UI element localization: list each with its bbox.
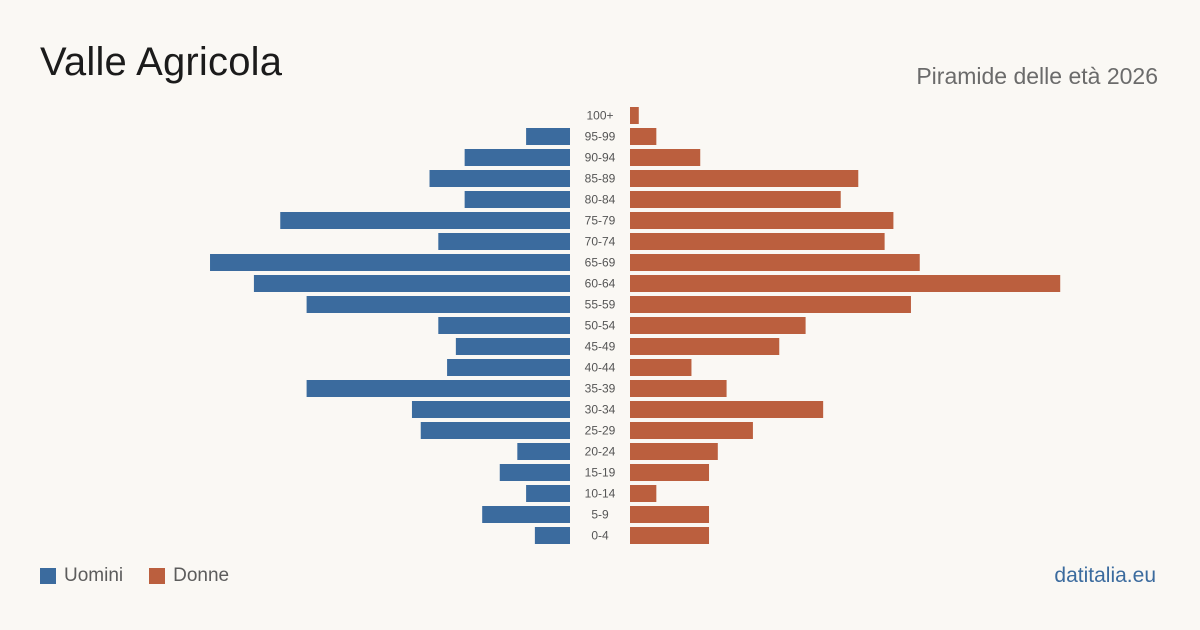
bar-men-25-29 [420, 422, 570, 439]
bar-men-90-94 [464, 149, 570, 166]
bar-men-10-14 [526, 485, 570, 502]
bar-men-65-69 [210, 254, 570, 271]
bar-women-50-54 [630, 317, 806, 334]
bar-men-30-34 [411, 401, 570, 418]
age-label-95-99: 95-99 [585, 130, 616, 144]
bar-men-20-24 [517, 443, 570, 460]
legend-label-women: Donne [173, 565, 230, 586]
bar-men-60-64 [253, 275, 571, 292]
bar-men-40-44 [447, 359, 570, 376]
bar-women-5-9 [630, 506, 710, 523]
bar-men-5-9 [482, 506, 570, 523]
bar-men-35-39 [306, 380, 570, 397]
brand-link[interactable]: datitalia.eu [1054, 564, 1156, 587]
age-label-30-34: 30-34 [585, 403, 616, 417]
bar-women-90-94 [630, 149, 701, 166]
bar-men-70-74 [438, 233, 570, 250]
bar-women-25-29 [630, 422, 753, 439]
age-label-65-69: 65-69 [585, 256, 616, 270]
age-label-0-4: 0-4 [591, 529, 609, 543]
bar-women-10-14 [630, 485, 657, 502]
age-label-35-39: 35-39 [585, 382, 616, 396]
chart-subtitle: Piramide delle età 2026 [916, 63, 1158, 89]
bar-men-80-84 [464, 191, 570, 208]
legend: Uomini Donne [40, 565, 255, 587]
legend-swatch-men [40, 568, 56, 584]
age-label-20-24: 20-24 [585, 445, 616, 459]
bar-women-15-19 [630, 464, 710, 481]
age-label-15-19: 15-19 [585, 466, 616, 480]
bar-men-50-54 [438, 317, 570, 334]
bar-women-45-49 [630, 338, 780, 355]
bar-women-20-24 [630, 443, 718, 460]
bar-women-40-44 [630, 359, 692, 376]
legend-item-women: Donne [149, 565, 229, 587]
chart-title: Valle Agricola [40, 40, 283, 84]
bar-women-65-69 [630, 254, 920, 271]
age-label-100+: 100+ [586, 109, 613, 123]
bar-women-85-89 [630, 170, 859, 187]
age-label-50-54: 50-54 [585, 319, 616, 333]
bar-men-75-79 [280, 212, 570, 229]
age-label-70-74: 70-74 [585, 235, 616, 249]
bar-women-60-64 [630, 275, 1061, 292]
age-label-10-14: 10-14 [585, 487, 616, 501]
age-label-40-44: 40-44 [585, 361, 616, 375]
age-label-75-79: 75-79 [585, 214, 616, 228]
age-label-55-59: 55-59 [585, 298, 616, 312]
age-label-45-49: 45-49 [585, 340, 616, 354]
bar-men-85-89 [429, 170, 570, 187]
age-label-90-94: 90-94 [585, 151, 616, 165]
legend-swatch-women [149, 568, 166, 584]
age-label-60-64: 60-64 [585, 277, 616, 291]
bar-men-45-49 [455, 338, 570, 355]
age-label-85-89: 85-89 [585, 172, 616, 186]
bar-women-35-39 [630, 380, 727, 397]
bar-women-80-84 [630, 191, 841, 208]
bar-women-100+ [630, 107, 639, 124]
bar-men-95-99 [526, 128, 570, 145]
bar-men-0-4 [534, 527, 570, 544]
bar-men-55-59 [306, 296, 570, 313]
legend-label-men: Uomini [64, 565, 124, 586]
legend-item-men: Uomini [40, 565, 123, 587]
bar-men-15-19 [499, 464, 570, 481]
bar-women-55-59 [630, 296, 911, 313]
age-label-5-9: 5-9 [591, 508, 609, 522]
bar-women-75-79 [630, 212, 894, 229]
bar-women-30-34 [630, 401, 824, 418]
bar-women-0-4 [630, 527, 710, 544]
age-label-80-84: 80-84 [585, 193, 616, 207]
bar-women-95-99 [630, 128, 657, 145]
age-label-25-29: 25-29 [585, 424, 616, 438]
bar-women-70-74 [630, 233, 885, 250]
